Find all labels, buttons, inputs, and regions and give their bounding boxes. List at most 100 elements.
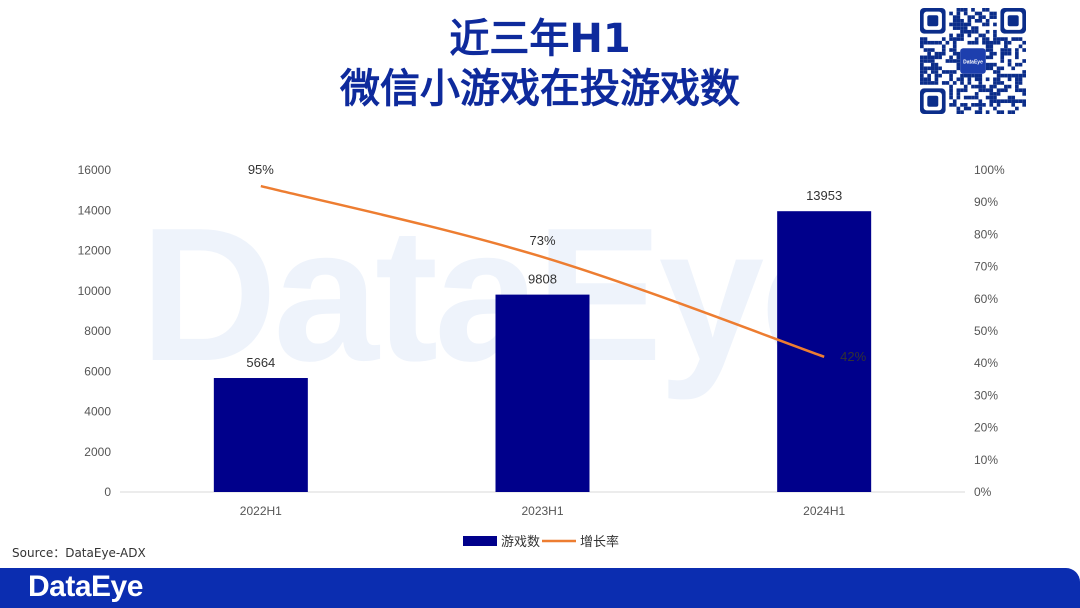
qr-module [978, 11, 983, 16]
qr-module [956, 33, 961, 38]
qr-module [960, 77, 964, 82]
qr-module [930, 66, 935, 71]
qr-module [996, 40, 1001, 45]
qr-module [982, 37, 986, 41]
growth-rate-line [260, 184, 825, 358]
qr-module [963, 29, 968, 34]
qr-module [996, 77, 1001, 82]
qr-module [1011, 99, 1016, 104]
qr-module [945, 59, 950, 63]
qr-module [960, 110, 964, 114]
qr-module [993, 33, 997, 38]
legend-swatch-bar [463, 536, 497, 546]
qr-module [1018, 37, 1023, 41]
qr-module [1015, 55, 1019, 60]
chart-title: 近三年H1 微信小游戏在投游戏数 [0, 14, 1080, 114]
qr-module [920, 66, 924, 71]
qr-module [982, 22, 986, 27]
qr-module [974, 77, 979, 82]
qr-module [952, 99, 957, 104]
qr-module [1007, 73, 1012, 78]
qr-module [949, 33, 953, 38]
qr-module [993, 22, 997, 27]
qr-module [1004, 40, 1008, 45]
qr-module [971, 95, 975, 100]
qr-module [952, 81, 957, 85]
qr-module [941, 51, 946, 56]
right-axis-tick-label: 0% [974, 485, 992, 499]
qr-module [963, 26, 968, 30]
qr-module [952, 15, 957, 19]
title-line-2: 微信小游戏在投游戏数 [340, 66, 740, 112]
qr-module [1004, 37, 1008, 41]
qr-module [1004, 48, 1008, 52]
qr-module [1015, 37, 1019, 41]
qr-module [974, 73, 979, 78]
qr-module [956, 55, 961, 60]
qr-module [920, 40, 924, 45]
qr-module [989, 66, 994, 71]
qr-module [956, 59, 961, 63]
qr-module [989, 44, 994, 49]
qr-module [996, 92, 1001, 96]
qr-finder-inner [927, 95, 939, 107]
qr-module [989, 103, 994, 107]
qr-module [985, 66, 990, 71]
qr-module [974, 84, 979, 89]
qr-module [985, 48, 990, 52]
qr-module [960, 26, 964, 30]
qr-module [1007, 84, 1012, 89]
qr-module [989, 48, 994, 52]
qr-module [934, 81, 939, 85]
qr-module [1011, 103, 1016, 107]
qr-module [960, 88, 964, 93]
qr-module [938, 73, 942, 78]
qr-module [996, 103, 1001, 107]
qr-module [985, 18, 990, 23]
qr-module [945, 70, 950, 74]
qr-module [1011, 66, 1016, 71]
qr-module [982, 40, 986, 45]
qr-module [1015, 77, 1019, 82]
qr-module [956, 88, 961, 93]
qr-finder-inner [927, 15, 939, 27]
right-axis-tick-label: 90% [974, 195, 998, 209]
qr-module [993, 77, 997, 82]
qr-module [949, 88, 953, 93]
combo-chart: 0 2000 4000 6000 8000 10000 12000 14000 16000 0% 1… [78, 162, 1005, 549]
qr-module [1007, 99, 1012, 104]
x-axis-tick-label: 2024H1 [803, 504, 845, 518]
qr-module [978, 103, 983, 107]
qr-module [1015, 84, 1019, 89]
qr-module [982, 103, 986, 107]
qr-module [934, 51, 939, 56]
qr-module [993, 95, 997, 100]
qr-module [956, 92, 961, 96]
qr-module [938, 66, 942, 71]
qr-module [934, 66, 939, 71]
qr-module [967, 33, 972, 38]
left-axis-tick-label: 12000 [78, 244, 112, 258]
source-note: Source：DataEye-ADX [12, 546, 146, 560]
qr-module [1022, 99, 1026, 104]
qr-module [1011, 95, 1016, 100]
qr-module [956, 77, 961, 82]
left-axis-tick-label: 6000 [84, 364, 111, 378]
qr-module [1007, 95, 1012, 100]
qr-module [978, 15, 983, 19]
qr-module [920, 55, 924, 60]
qr-module [996, 73, 1001, 78]
right-axis-tick-label: 40% [974, 356, 998, 370]
qr-module [920, 62, 924, 67]
right-axis-tick-label: 80% [974, 227, 998, 241]
qr-module [996, 70, 1001, 74]
qr-module [967, 15, 972, 19]
qr-module [1011, 73, 1016, 78]
qr-module [956, 18, 961, 23]
qr-module [989, 51, 994, 56]
right-axis-tick-label: 60% [974, 292, 998, 306]
qr-module [1000, 81, 1005, 85]
qr-module [920, 44, 924, 49]
qr-module [967, 77, 972, 82]
qr-module [1000, 55, 1005, 60]
